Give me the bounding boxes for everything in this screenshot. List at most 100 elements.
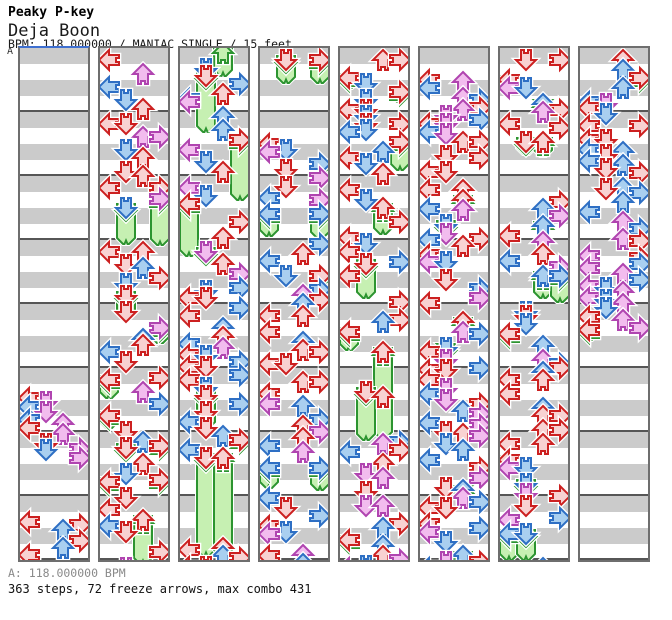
tap-arrow-up-icon — [207, 158, 239, 185]
tap-arrow-left-icon — [180, 406, 202, 438]
tap-arrow-left-icon — [500, 220, 522, 252]
tap-arrow-up-icon — [527, 430, 559, 457]
tap-arrow-right-icon — [67, 442, 88, 474]
tap-arrow-down-icon — [190, 554, 222, 560]
tap-arrow-right-icon — [467, 352, 488, 384]
tap-arrow-right-icon — [547, 48, 568, 76]
measure-column-2 — [98, 46, 170, 562]
tap-arrow-left-icon — [580, 145, 602, 177]
tap-arrow-down-icon — [190, 239, 222, 266]
tap-arrow-left-icon — [100, 364, 122, 396]
tap-arrow-up-icon — [447, 232, 479, 259]
tap-arrow-down-icon — [110, 555, 142, 560]
tap-arrow-left-icon — [340, 524, 362, 556]
tap-arrow-right-icon — [627, 264, 648, 296]
tap-arrow-down-icon — [190, 285, 222, 312]
tap-arrow-left-icon — [180, 134, 202, 166]
tap-arrow-right-icon — [147, 388, 168, 420]
tap-arrow-up-icon — [607, 74, 639, 101]
measure-column-5 — [338, 46, 410, 562]
tap-arrow-down-icon — [190, 149, 222, 176]
tap-arrow-right-icon — [307, 336, 328, 368]
tap-arrow-right-icon — [67, 525, 88, 557]
tap-arrow-left-icon — [420, 193, 442, 225]
tap-arrow-right-icon — [307, 500, 328, 532]
measure-column-4 — [258, 46, 330, 562]
tap-arrow-left-icon — [580, 314, 602, 346]
tap-arrow-right-icon — [627, 157, 648, 189]
tap-arrow-right-icon — [467, 420, 488, 452]
tap-arrow-up-icon — [367, 160, 399, 187]
tap-arrow-up-icon — [127, 60, 159, 87]
tap-arrow-up-icon — [367, 308, 399, 335]
tap-arrow-up-icon — [447, 196, 479, 223]
tap-arrow-right-icon — [307, 228, 328, 260]
tap-arrow-left-icon — [340, 236, 362, 268]
tap-arrow-left-icon — [500, 318, 522, 350]
tap-arrow-right-icon — [467, 142, 488, 174]
tap-arrow-left-icon — [260, 136, 282, 168]
tap-arrow-down-icon — [430, 431, 462, 458]
tap-arrow-right-icon — [307, 198, 328, 230]
tap-arrow-down-icon — [110, 519, 142, 546]
tap-arrow-up-icon — [527, 128, 559, 155]
tap-arrow-down-icon — [510, 493, 542, 520]
tap-arrow-right-icon — [227, 542, 248, 560]
tap-arrow-down-icon — [430, 267, 462, 294]
tap-arrow-right-icon — [387, 48, 408, 76]
tap-arrow-left-icon — [423, 552, 432, 560]
tap-arrow-up-icon — [527, 98, 559, 125]
tap-arrow-right-icon — [547, 112, 568, 144]
tap-arrow-left-icon — [340, 116, 362, 148]
tap-arrow-right-icon — [147, 312, 168, 344]
tap-arrow-up-icon — [287, 240, 319, 267]
tap-arrow-left-icon — [260, 482, 282, 514]
tap-arrow-right-icon — [547, 414, 568, 446]
tap-arrow-down-icon — [270, 263, 302, 290]
tap-arrow-left-icon — [100, 48, 122, 76]
tap-arrow-up-icon — [287, 550, 319, 560]
tap-arrow-right-icon — [387, 126, 408, 158]
tap-arrow-right-icon — [387, 246, 408, 278]
tap-arrow-left-icon — [260, 452, 282, 484]
tap-arrow-right-icon — [227, 206, 248, 238]
tap-arrow-left-icon — [420, 407, 442, 439]
tap-arrow-right-icon — [467, 318, 488, 350]
tap-arrow-up-icon — [207, 48, 239, 66]
tap-arrow-left-icon — [500, 245, 522, 277]
tap-arrow-right-icon — [467, 104, 488, 136]
tap-arrow-left-icon — [100, 236, 122, 268]
tap-arrow-right-icon — [147, 121, 168, 153]
tap-arrow-left-icon — [20, 412, 42, 444]
tap-arrow-down-icon — [270, 495, 302, 522]
tap-arrow-left-icon — [100, 172, 122, 204]
tap-arrow-right-icon — [147, 262, 168, 294]
tap-arrow-left-icon — [260, 388, 282, 420]
tap-arrow-left-icon — [420, 72, 442, 104]
tap-arrow-left-icon — [260, 198, 282, 230]
tap-arrow-right-icon — [467, 462, 488, 494]
tap-arrow-up-icon — [367, 383, 399, 410]
tap-arrow-right-icon — [147, 464, 168, 496]
tap-arrow-right-icon — [307, 366, 328, 398]
tap-arrow-right-icon — [547, 352, 568, 384]
tap-arrow-down-icon — [110, 435, 142, 462]
tap-arrow-down-icon — [110, 111, 142, 138]
tap-arrow-right-icon — [627, 312, 648, 344]
tap-arrow-left-icon — [340, 174, 362, 206]
tap-arrow-down-icon — [350, 151, 382, 178]
song-title: Deja Boon — [8, 21, 101, 41]
tap-arrow-left-icon — [180, 188, 202, 220]
tap-arrow-left-icon — [100, 400, 122, 432]
tap-arrow-up-icon — [367, 138, 399, 165]
tap-arrow-right-icon — [627, 110, 648, 142]
tap-arrow-left-icon — [180, 300, 202, 332]
tap-arrow-down-icon — [190, 354, 222, 381]
tap-arrow-down-icon — [190, 445, 222, 472]
tap-arrow-left-icon — [100, 336, 122, 368]
tap-arrow-up-icon — [207, 224, 239, 251]
tap-arrow-down-icon — [190, 415, 222, 442]
tap-arrow-left-icon — [500, 378, 522, 410]
tap-arrow-right-icon — [387, 76, 408, 108]
footer-bpm-line: A: 118.000000 BPM — [8, 566, 126, 580]
